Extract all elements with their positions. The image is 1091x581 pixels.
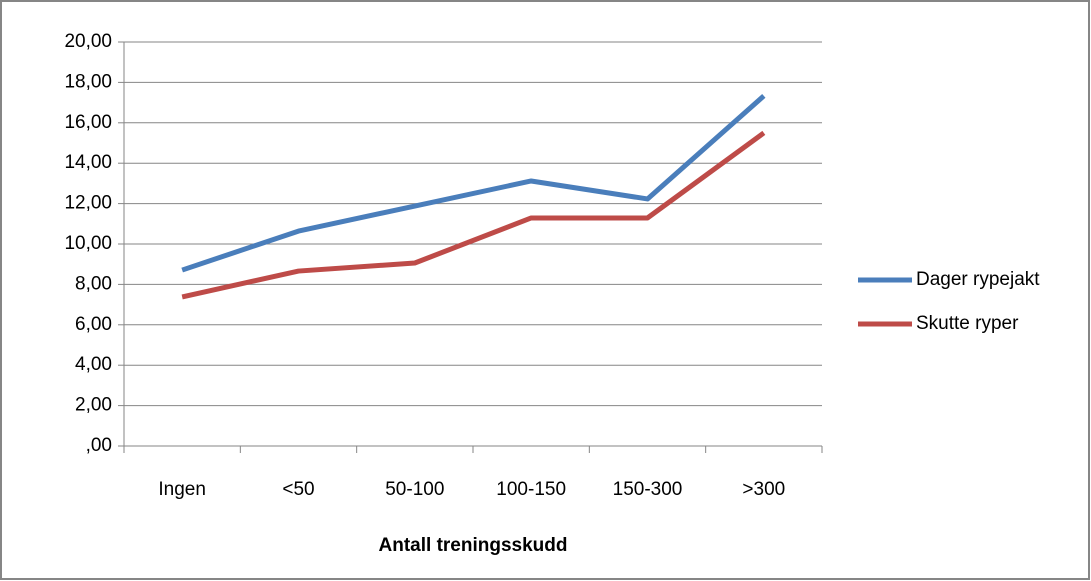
y-tick-label: 12,00 — [64, 193, 112, 214]
x-tick-label: 50-100 — [385, 479, 444, 500]
y-tick-label: 10,00 — [64, 233, 112, 254]
x-tick-label: Ingen — [158, 479, 206, 500]
y-tick-label: ,00 — [86, 435, 112, 456]
y-tick-label: 18,00 — [64, 71, 112, 92]
x-axis-title: Antall treningsskudd — [379, 535, 568, 556]
y-tick-label: 16,00 — [64, 112, 112, 133]
x-tick-label: >300 — [742, 479, 785, 500]
y-tick-label: 14,00 — [64, 152, 112, 173]
y-tick-label: 20,00 — [64, 31, 112, 52]
y-tick-label: 8,00 — [75, 273, 112, 294]
data-line — [181, 130, 766, 300]
legend-label: Skutte ryper — [916, 313, 1019, 334]
y-tick-label: 4,00 — [75, 354, 112, 375]
y-tick-label: 2,00 — [75, 395, 112, 416]
legend-label: Dager rypejakt — [916, 269, 1040, 290]
y-tick-label: 6,00 — [75, 314, 112, 335]
x-tick-label: <50 — [282, 479, 314, 500]
x-tick-label: 100-150 — [496, 479, 566, 500]
data-line — [181, 94, 766, 273]
x-tick-label: 150-300 — [613, 479, 683, 500]
